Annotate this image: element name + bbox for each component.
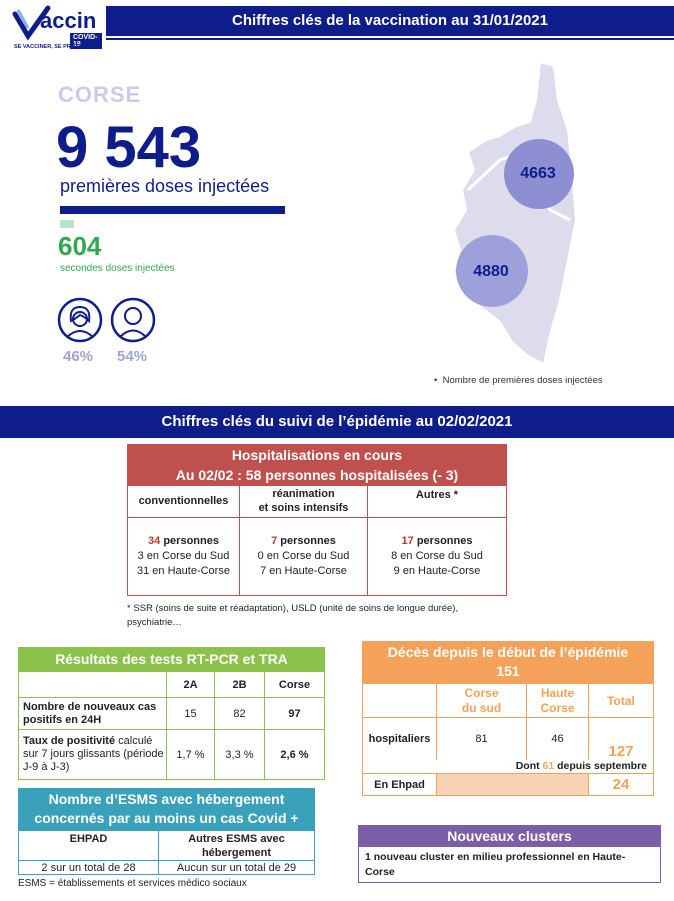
header-banner: Chiffres clés de la vaccination au 31/01… — [106, 6, 674, 36]
deaths-section: Décès depuis le début de l’épidémie 151 … — [362, 641, 654, 796]
clusters-text: 1 nouveau cluster en milieu professionne… — [358, 847, 661, 883]
epidemic-banner: Chiffres clés du suivi de l’épidémie au … — [0, 406, 674, 438]
deaths-value: 127 — [608, 742, 634, 760]
deaths-value: 81 — [436, 717, 527, 760]
bullet-icon: • — [434, 375, 443, 386]
tests-row-label: Taux de positivité calculé sur 7 jours g… — [18, 729, 167, 780]
clusters-title: Nouveaux clusters — [358, 825, 661, 847]
deaths-col-head: Total — [588, 683, 654, 718]
vaccin-logo: accin COVID-19 SE VACCINER, SE PROTÉGER — [12, 4, 102, 52]
logo-word: accin — [40, 8, 97, 33]
deaths-since-september: Dont 61 depuis septembre — [362, 759, 654, 774]
hospital-cell: 34 personnes 3 en Corse du Sud 31 en Haut… — [127, 517, 240, 595]
map-legend-text: Nombre de premières doses injectées — [442, 375, 603, 386]
male-icon — [110, 297, 156, 348]
map-legend: • Nombre de premières doses injectées — [434, 375, 603, 386]
deaths-table: Corse du sud Haute Corse Total hospitali… — [362, 683, 654, 796]
logo-tagline: SE VACCINER, SE PROTÉGER — [14, 44, 94, 50]
deaths-ehpad-fill — [436, 773, 589, 796]
female-pct: 46% — [63, 348, 94, 365]
hospital-footnote: * SSR (soins de suite et réadaptation), … — [127, 602, 459, 628]
tests-value: 82 — [214, 697, 265, 730]
hospital-col-head: réanimation et soins intensifs — [239, 486, 368, 518]
hospital-table: conventionnelles réanimation et soins in… — [127, 486, 507, 596]
first-doses-label: premières doses injectées — [60, 176, 270, 196]
tests-header: Corse — [264, 671, 325, 698]
deaths-col-head: Haute Corse — [526, 683, 589, 718]
deaths-value: 24 — [612, 776, 630, 793]
hospital-title: Hospitalisations en cours — [231, 447, 403, 463]
tests-row-label: Nombre de nouveaux cas positifs en 24H — [18, 697, 167, 730]
second-doses-value: 604 — [58, 231, 102, 261]
deaths-col-head: Corse du sud — [436, 683, 527, 718]
header-title: Chiffres clés de la vaccination au 31/01… — [232, 12, 548, 29]
hospital-col-head: Autres * — [367, 486, 507, 518]
deaths-header: Décès depuis le début de l’épidémie 151 — [362, 641, 654, 683]
hospital-col-head: conventionnelles — [127, 486, 240, 518]
esms-section: Nombre d’ESMS avec hébergement concernés… — [18, 788, 315, 889]
esms-footnote: ESMS = établissements et services médico… — [18, 878, 247, 889]
hospital-section: Hospitalisations en cours Au 02/02 : 58 … — [127, 444, 507, 630]
esms-value: 2 sur un total de 28 — [18, 860, 159, 875]
check-icon — [12, 5, 51, 41]
esms-col-head: Autres ESMS avec hébergement — [158, 830, 315, 861]
tests-value: 1,7 % — [166, 729, 215, 780]
deaths-row-label: hospitaliers — [362, 717, 437, 760]
esms-title: Nombre d’ESMS avec hébergement concernés… — [18, 788, 315, 830]
second-doses-label: secondes doses injectées — [60, 263, 175, 274]
tests-table: 2A 2B Corse Nombre de nouveaux cas posit… — [18, 671, 325, 780]
esms-value: Aucun sur un total de 29 — [158, 860, 315, 875]
first-doses-value: 9 543 — [56, 115, 202, 180]
tests-header: 2B — [214, 671, 265, 698]
deaths-title: Décès depuis le début de l’épidémie — [387, 644, 629, 660]
logo-covid: COVID-19 — [70, 33, 102, 49]
tests-value: 97 — [264, 697, 325, 730]
header-underline — [106, 38, 674, 40]
region-name: CORSE — [58, 82, 142, 107]
hospital-header: Hospitalisations en cours Au 02/02 : 58 … — [127, 444, 507, 486]
female-icon — [57, 297, 103, 348]
map-north-value: 4663 — [520, 165, 556, 182]
corsica-map — [452, 60, 578, 366]
first-doses-bar — [60, 206, 285, 214]
tests-value: 2,6 % — [264, 729, 325, 780]
male-pct: 54% — [117, 348, 148, 365]
deaths-total: 151 — [496, 663, 520, 679]
tests-section: Résultats des tests RT-PCR et TRA 2A 2B … — [18, 647, 325, 780]
tests-value: 3,3 % — [214, 729, 265, 780]
hospital-cell: 17 personnes 8 en Corse du Sud 9 en Haute… — [391, 534, 483, 577]
esms-col-head: EHPAD — [18, 830, 159, 861]
deaths-value: 46 — [526, 717, 589, 760]
deaths-row-label: En Ehpad — [362, 773, 437, 796]
hospital-subtitle: Au 02/02 : 58 personnes hospitalisées (-… — [175, 467, 459, 483]
epidemic-title: Chiffres clés du suivi de l’épidémie au … — [161, 413, 513, 430]
hospital-cell: 7 personnes 0 en Corse du Sud 7 en Haute-… — [239, 517, 368, 595]
second-doses-bar — [60, 220, 74, 228]
tests-title: Résultats des tests RT-PCR et TRA — [18, 647, 325, 671]
esms-table: EHPAD Autres ESMS avec hébergement 2 sur… — [18, 830, 315, 875]
tests-value: 15 — [166, 697, 215, 730]
map-south-value: 4880 — [473, 263, 509, 280]
tests-header: 2A — [166, 671, 215, 698]
clusters-section: Nouveaux clusters 1 nouveau cluster en m… — [358, 825, 661, 883]
